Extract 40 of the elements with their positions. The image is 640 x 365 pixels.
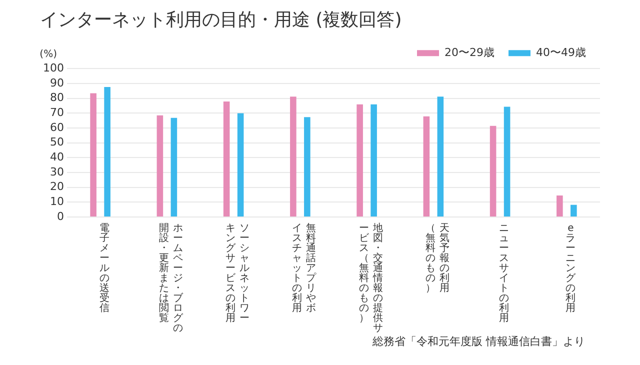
bar <box>504 106 510 216</box>
bar <box>304 117 310 216</box>
bar <box>290 96 296 216</box>
legend-label: 20〜29歳 <box>444 46 495 59</box>
bar <box>104 87 110 216</box>
y-tick-label: 60 <box>50 120 64 134</box>
legend-label: 40〜49歳 <box>536 46 586 59</box>
y-axis-title: (%) <box>40 49 58 60</box>
category-label: 無料通話アプリやボイスチャットの利用 <box>292 223 316 314</box>
bar <box>437 96 444 216</box>
y-tick-label: 30 <box>50 165 64 178</box>
bar <box>90 93 96 216</box>
y-tick-label: 40 <box>50 150 64 164</box>
bar <box>490 126 496 216</box>
y-tick-label: 10 <box>50 195 64 208</box>
y-tick-label: 20 <box>50 180 64 194</box>
bar <box>223 102 230 216</box>
chart-title: インターネット利用の目的・用途 (複数回答) <box>40 9 402 30</box>
category-label: 電子メールの送受信 <box>99 223 110 314</box>
bar <box>570 204 577 216</box>
category-label: ホームページ・ブログの開設・更新または閲覧 <box>158 223 183 334</box>
y-tick-label: 80 <box>50 91 64 104</box>
y-tick-label: 70 <box>50 106 64 119</box>
bar <box>423 116 430 216</box>
bar <box>156 115 164 216</box>
y-tick-label: 90 <box>50 76 64 90</box>
bar <box>556 195 563 216</box>
category-label: ニュースサイトの利用 <box>499 223 510 324</box>
bar <box>237 113 244 216</box>
category-label: ソーシャルネットワーキングサービスの利用 <box>226 223 250 324</box>
text: 総務省「令和元年度版 情報通信白書」より <box>372 334 585 348</box>
y-tick-label: 100 <box>42 61 64 74</box>
y-tick-label: 0 <box>56 210 64 223</box>
category-label: 天気予報の利用（無料のもの） <box>425 223 450 294</box>
bar <box>170 118 178 216</box>
y-tick-label: 50 <box>50 136 64 149</box>
bar <box>356 104 363 216</box>
bar <box>370 104 377 216</box>
category-label: eラーニングの利用 <box>566 223 576 314</box>
category-label: 地図・交通情報の提供サービス（無料のもの） <box>358 223 383 334</box>
